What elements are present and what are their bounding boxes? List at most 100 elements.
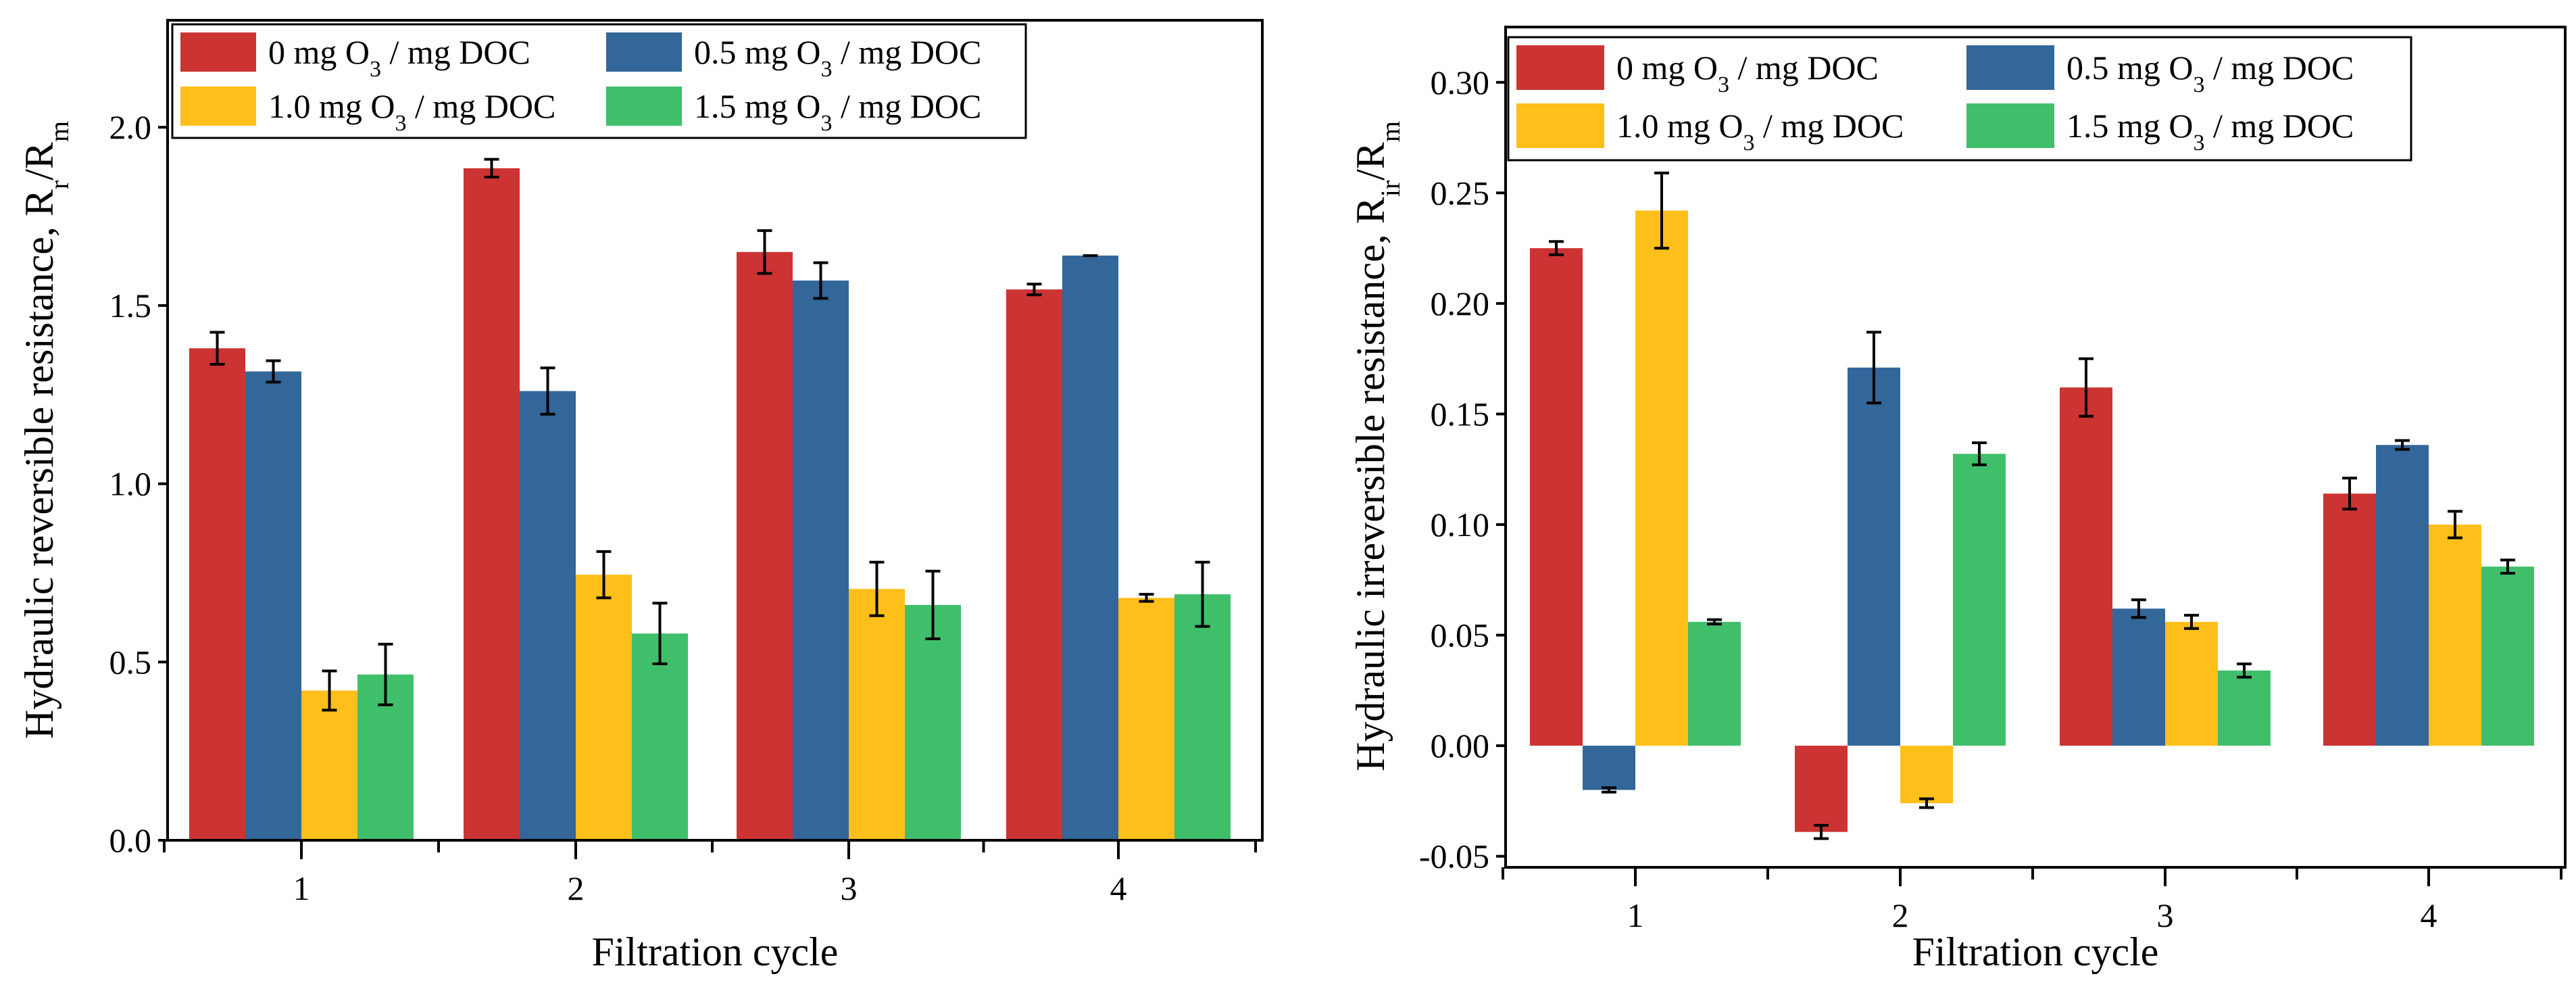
legend-label-s05: 0.5 mg O3 / mg DOC xyxy=(694,33,981,82)
legend-swatch-s0 xyxy=(180,32,256,72)
error-bar-s05-cycle-2 xyxy=(1866,331,1881,405)
bar-s0-cycle-2 xyxy=(1795,746,1848,832)
error-bar-s05-cycle-2 xyxy=(540,366,555,416)
chart-irreversible-legend: 0 mg O3 / mg DOC 0.5 mg O3 / mg DOC 1.0 mg… xyxy=(1507,36,2412,162)
bar-s15-cycle-4 xyxy=(2481,566,2534,746)
legend-box xyxy=(1507,36,2412,162)
bar-s0-cycle-2 xyxy=(464,168,520,841)
bar-s10-cycle-2 xyxy=(1900,746,1953,804)
y-tick-label: 0.05 xyxy=(1431,617,1490,654)
bar-s05-cycle-3 xyxy=(793,280,849,840)
y-tick-label: 0.5 xyxy=(109,643,152,681)
legend-swatch-s0 xyxy=(1516,45,1604,90)
error-bar-s10-cycle-1 xyxy=(1654,171,1669,250)
error-bar-s0-cycle-2 xyxy=(1814,823,1829,840)
legend-label-s15: 1.5 mg O3 / mg DOC xyxy=(694,87,981,136)
error-bar-s15-cycle-4 xyxy=(2500,558,2515,575)
chart-reversible-resistance: 0.0 0.5 1.0 1.5 2.0 1 2 3 4 Filtration cycle Hy… xyxy=(17,19,1264,974)
chart-irreversible-x-label: Filtration cycle xyxy=(1912,930,2159,974)
error-bar-s10-cycle-2 xyxy=(1919,797,1934,809)
legend-label-s10: 1.0 mg O3 / mg DOC xyxy=(268,87,555,136)
legend-swatch-s10 xyxy=(180,87,256,126)
bar-s0-cycle-4 xyxy=(1006,289,1062,840)
legend-swatch-s15 xyxy=(1966,103,2054,148)
chart-reversible-x-label: Filtration cycle xyxy=(592,930,839,974)
error-bar-s0-cycle-4 xyxy=(1026,283,1042,297)
x-tick-label: 4 xyxy=(2421,896,2437,934)
legend-box xyxy=(171,23,1027,139)
error-bar-s05-cycle-4 xyxy=(2395,439,2410,451)
bar-s15-cycle-3 xyxy=(905,604,961,840)
bar-s10-cycle-3 xyxy=(2165,621,2218,746)
x-tick-label: 2 xyxy=(1892,896,1909,934)
legend-label-s0: 0 mg O3 / mg DOC xyxy=(268,33,530,82)
bar-s0-cycle-3 xyxy=(737,251,793,841)
y-tick-label: -0.05 xyxy=(1419,838,1489,875)
error-bar-s05-cycle-3 xyxy=(2131,598,2146,619)
y-tick-label: 1.5 xyxy=(109,287,152,324)
bar-s10-cycle-1 xyxy=(1635,210,1688,746)
y-tick-label: 0.20 xyxy=(1431,285,1490,322)
bar-s0-cycle-3 xyxy=(2060,387,2112,746)
x-tick-label: 3 xyxy=(841,869,858,907)
y-tick-label: 0.25 xyxy=(1431,174,1490,212)
bar-s10-cycle-4 xyxy=(2429,524,2481,746)
error-bar-s10-cycle-4 xyxy=(1139,593,1154,603)
error-bar-s0-cycle-3 xyxy=(757,229,772,275)
chart-irreversible-bars xyxy=(1530,171,2534,840)
error-bar-s10-cycle-2 xyxy=(596,550,612,600)
chart-reversible-legend: 0 mg O3 / mg DOC 0.5 mg O3 / mg DOC 1.0 mg… xyxy=(171,23,1027,139)
legend-label-s05: 0.5 mg O3 / mg DOC xyxy=(2066,49,2354,97)
bar-s05-cycle-2 xyxy=(1848,367,1900,746)
error-bar-s15-cycle-4 xyxy=(1195,560,1210,628)
legend-swatch-s05 xyxy=(1966,45,2054,90)
error-bar-s15-cycle-1 xyxy=(1707,618,1722,626)
bar-s0-cycle-4 xyxy=(2323,493,2376,746)
chart-irreversible-frame xyxy=(1504,26,2567,869)
error-bar-s15-cycle-3 xyxy=(2237,662,2252,679)
bar-s05-cycle-1 xyxy=(1583,746,1635,790)
error-bar-s15-cycle-2 xyxy=(1972,441,1987,466)
x-tick-label: 4 xyxy=(1110,869,1127,907)
error-bar-s0-cycle-2 xyxy=(484,158,499,179)
chart-reversible-y-label: Hydraulic reversible resistance, Rr/Rm xyxy=(17,121,74,739)
error-bar-s10-cycle-3 xyxy=(2184,614,2199,630)
bar-s05-cycle-2 xyxy=(520,391,576,840)
error-bar-s05-cycle-1 xyxy=(266,359,281,384)
bar-s05-cycle-4 xyxy=(1062,256,1118,840)
error-bar-s05-cycle-3 xyxy=(813,261,828,300)
chart-reversible-y-axis: 0.0 0.5 1.0 1.5 2.0 xyxy=(109,108,168,859)
bar-s10-cycle-2 xyxy=(576,575,632,840)
chart-irreversible-y-label: Hydraulic irreversible resistance, Rir/R… xyxy=(1348,121,1406,771)
y-tick-label: 1.0 xyxy=(109,465,152,503)
legend-label-s10: 1.0 mg O3 / mg DOC xyxy=(1616,107,1904,155)
y-tick-label: 2.0 xyxy=(109,108,152,146)
x-tick-label: 1 xyxy=(1627,896,1644,934)
chart-irreversible-x-axis: 1 2 3 4 xyxy=(1502,867,2562,934)
x-tick-label: 2 xyxy=(568,869,585,907)
error-bar-s0-cycle-1 xyxy=(209,331,225,366)
bar-s0-cycle-1 xyxy=(1530,248,1583,746)
error-bar-s15-cycle-3 xyxy=(925,569,941,641)
error-bar-s15-cycle-1 xyxy=(378,642,393,706)
error-bar-s10-cycle-4 xyxy=(2448,510,2462,539)
bar-s15-cycle-2 xyxy=(1953,454,2006,746)
legend-label-s0: 0 mg O3 / mg DOC xyxy=(1616,49,1879,97)
x-tick-label: 3 xyxy=(2157,896,2174,934)
bar-s0-cycle-1 xyxy=(189,348,245,840)
error-bar-s0-cycle-3 xyxy=(2079,357,2094,418)
chart-irreversible-y-axis: -0.05 0.00 0.05 0.10 0.15 0.20 0.25 0.30 xyxy=(1419,64,1506,875)
y-tick-label: 0.00 xyxy=(1431,727,1490,765)
bar-s05-cycle-4 xyxy=(2376,445,2429,746)
bar-s05-cycle-1 xyxy=(245,371,301,840)
bar-s15-cycle-2 xyxy=(632,633,688,840)
bar-s10-cycle-3 xyxy=(849,589,905,840)
bar-s15-cycle-1 xyxy=(1688,621,1741,746)
x-tick-label: 1 xyxy=(293,869,310,907)
bar-s10-cycle-4 xyxy=(1118,598,1174,840)
y-tick-label: 0.15 xyxy=(1431,395,1490,433)
chart-reversible-x-axis: 1 2 3 4 xyxy=(163,840,1257,907)
error-bar-s15-cycle-2 xyxy=(652,602,668,665)
bar-s15-cycle-4 xyxy=(1174,594,1231,840)
